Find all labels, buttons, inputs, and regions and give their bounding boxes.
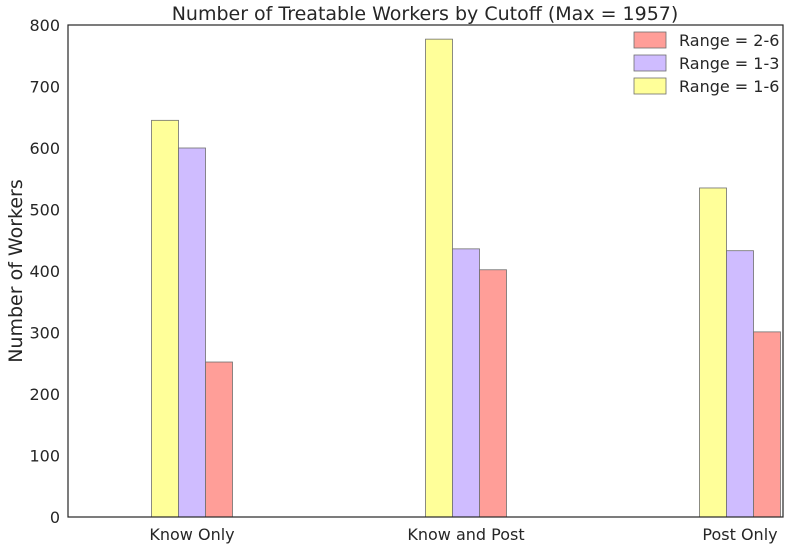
plot-frame	[67, 24, 784, 518]
bar	[479, 269, 507, 518]
legend-swatch	[633, 54, 667, 72]
y-tick-label: 700	[29, 78, 60, 97]
y-tick-label: 300	[29, 324, 60, 343]
legend-swatch	[633, 31, 667, 49]
chart-title: Number of Treatable Workers by Cutoff (M…	[172, 3, 679, 25]
y-axis-title: Number of Workers	[5, 179, 27, 363]
y-tick-label: 100	[29, 447, 60, 466]
bar	[753, 331, 781, 518]
plot-area: 0 100 200 300 400 500 600 700 800 Know Only Know a…	[29, 16, 781, 544]
y-tick-label: 200	[29, 385, 60, 404]
y-tick-label: 400	[29, 262, 60, 281]
bar	[151, 119, 179, 518]
y-tick-label: 800	[29, 16, 60, 35]
legend-swatch	[633, 77, 667, 95]
x-tick-label: Know Only	[149, 525, 234, 544]
legend: Range = 2-6 Range = 1-3 Range = 1-6	[633, 31, 779, 96]
y-tick-label: 500	[29, 201, 60, 220]
legend-label: Range = 1-6	[679, 77, 779, 96]
x-tick-label: Know and Post	[407, 525, 524, 544]
y-tick-label: 600	[29, 139, 60, 158]
bar	[452, 248, 480, 518]
y-tick-label: 0	[50, 508, 60, 527]
legend-label: Range = 2-6	[679, 31, 779, 50]
bar	[178, 147, 206, 518]
bar	[425, 38, 453, 518]
bar	[205, 361, 233, 518]
bar	[699, 187, 727, 518]
bar	[726, 250, 754, 518]
x-tick-label: Post Only	[702, 525, 777, 544]
legend-label: Range = 1-3	[679, 54, 779, 73]
